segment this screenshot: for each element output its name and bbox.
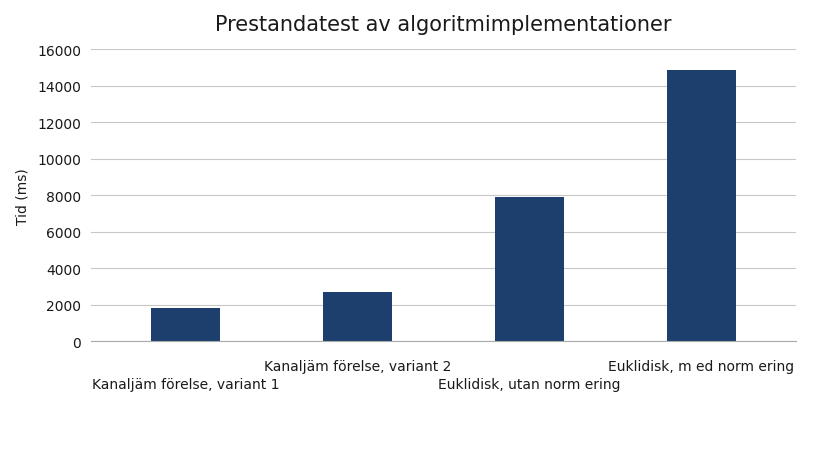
Text: Euklidisk, m ed norm ering: Euklidisk, m ed norm ering (609, 359, 794, 373)
Text: Euklidisk, utan norm ering: Euklidisk, utan norm ering (438, 377, 621, 391)
Bar (152, 308, 220, 342)
Y-axis label: Tid (ms): Tid (ms) (15, 168, 29, 224)
Title: Prestandatest av algoritmimplementationer: Prestandatest av algoritmimplementatione… (215, 15, 672, 35)
Text: Kanaljäm förelse, variant 2: Kanaljäm förelse, variant 2 (264, 359, 451, 373)
Bar (667, 70, 736, 342)
Text: Kanaljäm förelse, variant 1: Kanaljäm förelse, variant 1 (92, 377, 279, 391)
Bar (324, 292, 392, 342)
Bar (495, 198, 564, 342)
